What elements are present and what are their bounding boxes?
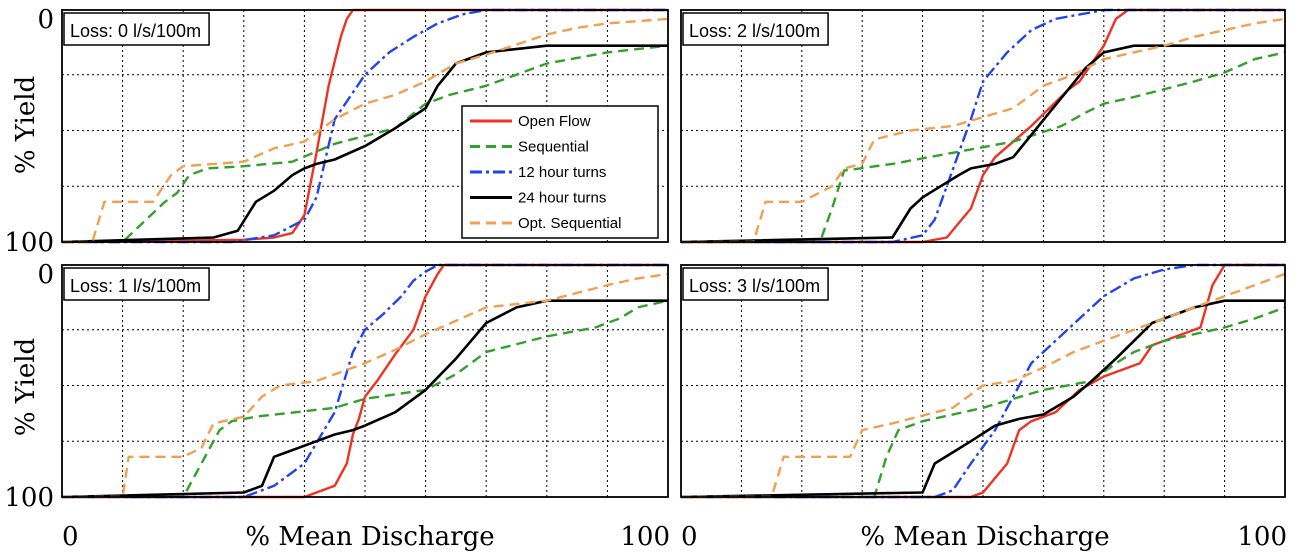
y-tick-label: 0 — [37, 260, 54, 290]
x-tick-label: 0 — [62, 522, 79, 552]
legend-label-open-flow: Open Flow — [518, 113, 591, 130]
x-tick-label: 100 — [620, 522, 670, 552]
series-line-sequential — [681, 306, 1286, 499]
series-line-opt-sequential — [681, 272, 1286, 499]
plot-frame — [61, 9, 669, 243]
plot-frame — [61, 264, 669, 498]
panel-title-box — [682, 267, 829, 301]
series-line-24-hour-turns — [680, 44, 1285, 244]
series-line-12-hour-turns — [681, 263, 1285, 499]
plot-frame — [680, 264, 1286, 498]
series-line-12-hour-turns — [62, 8, 668, 244]
y-tick-label: 0 — [37, 5, 54, 35]
series-line-opt-sequential — [62, 272, 669, 499]
y-axis-caption-bottom: % Yield — [11, 338, 41, 436]
series-line-24-hour-turns — [61, 44, 668, 244]
panel-title: Loss: 0 l/s/100m — [70, 21, 201, 41]
panel-loss-2: Loss: 2 l/s/100m — [680, 8, 1286, 244]
y-axis-caption-top: % Yield — [11, 76, 41, 174]
x-axis-caption-left: % Mean Discharge — [245, 522, 494, 552]
panel-title: Loss: 3 l/s/100m — [689, 276, 820, 296]
legend: Open Flow Sequential 12 hour turns 24 hour … — [461, 105, 659, 239]
plot-frame — [680, 9, 1286, 243]
series-line-sequential — [62, 44, 669, 244]
panel-title-box — [682, 12, 829, 46]
x-tick-label: 0 — [681, 522, 698, 552]
panel-title-box — [63, 12, 210, 46]
legend-label-24-hour-turns: 24 hour turns — [518, 190, 606, 207]
series-line-open-flow — [62, 263, 668, 499]
legend-label-opt-sequential: Opt. Sequential — [518, 215, 621, 232]
panel-title-box — [63, 267, 210, 301]
y-tick-label: 100 — [4, 228, 54, 258]
panel-title: Loss: 1 l/s/100m — [70, 276, 201, 296]
series-line-12-hour-turns — [681, 8, 1285, 244]
x-axis-caption-right: % Mean Discharge — [860, 522, 1109, 552]
y-tick-label: 100 — [4, 483, 54, 513]
series-line-open-flow — [681, 8, 1285, 244]
legend-label-sequential: Sequential — [518, 139, 589, 156]
x-tick-label: 100 — [1237, 522, 1287, 552]
series-line-24-hour-turns — [61, 299, 668, 499]
series-line-sequential — [681, 51, 1286, 244]
panel-title: Loss: 2 l/s/100m — [689, 21, 820, 41]
series-line-opt-sequential — [62, 17, 669, 244]
series-line-24-hour-turns — [680, 299, 1285, 499]
panel-loss-1: Loss: 1 l/s/100m 0 100 0 100 — [4, 260, 670, 552]
legend-label-12-hour-turns: 12 hour turns — [518, 164, 606, 181]
series-line-open-flow — [681, 263, 1285, 499]
series-line-12-hour-turns — [62, 263, 668, 499]
panel-loss-3: Loss: 3 l/s/100m 0 100 — [680, 263, 1287, 552]
